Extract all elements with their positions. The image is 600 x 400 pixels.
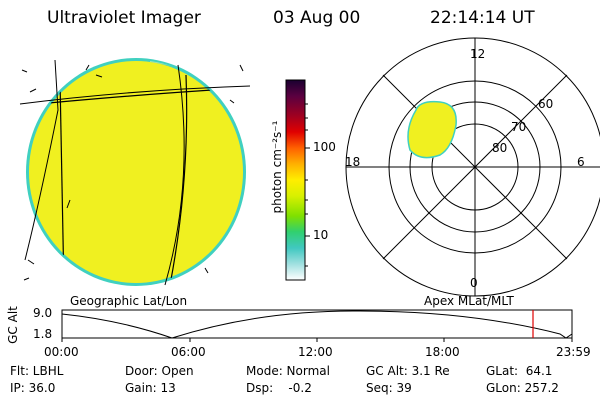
orbit-plot — [61, 309, 573, 342]
orbit-x-tick-2: 12:00 — [298, 345, 333, 359]
date-label: 03 Aug 00 — [273, 8, 361, 28]
polar-label-18: 18 — [345, 155, 361, 169]
orbit-x-tick-0: 00:00 — [44, 345, 79, 359]
time-label: 22:14:14 UT — [430, 8, 535, 28]
auroral-oval-patch — [407, 100, 457, 159]
polar-label-6: 6 — [577, 155, 585, 169]
instrument-title: Ultraviolet Imager — [47, 8, 201, 28]
orbit-x-tick-4: 23:59 — [556, 345, 591, 359]
info-door: Door: Open — [125, 364, 194, 378]
longitude-line-left — [24, 59, 59, 261]
info-glon: GLon: 257.2 — [486, 381, 559, 395]
altitude-curve — [61, 310, 573, 339]
info-glat: GLat: 64.1 — [486, 364, 553, 378]
info-seq: Seq: 39 — [366, 381, 412, 395]
orbit-x-tick-3: 18:00 — [425, 345, 460, 359]
polar-caption: Apex MLat/MLT — [424, 294, 514, 308]
polar-label-70: 70 — [511, 120, 527, 134]
info-ip: IP: 36.0 — [10, 381, 56, 395]
orbit-x-tick-1: 06:00 — [171, 345, 206, 359]
colorbar-unit-label: photon cm⁻²s⁻¹ — [270, 120, 284, 214]
info-dsp: Dsp: -0.2 — [246, 381, 312, 395]
polar-plot — [345, 37, 600, 297]
colorbar — [285, 79, 306, 281]
polar-diag-2 — [382, 74, 568, 260]
orbit-plot-frame — [61, 309, 573, 339]
polar-label-80: 80 — [492, 141, 508, 155]
polar-label-12: 12 — [470, 47, 486, 61]
info-gc-alt: GC Alt: 3.1 Re — [366, 364, 450, 378]
orbit-y-bottom: 1.8 — [33, 327, 53, 341]
orbit-ylabel: GC Alt — [5, 306, 20, 344]
colorbar-label-100: 100 — [313, 140, 336, 154]
globe-disk — [29, 61, 243, 283]
info-mode: Mode: Normal — [246, 364, 330, 378]
info-gain: Gain: 13 — [125, 381, 176, 395]
coastline-fragments — [21, 64, 244, 281]
info-filter: Flt: LBHL — [10, 364, 64, 378]
polar-label-0: 0 — [470, 276, 478, 290]
longitude-line-right — [164, 64, 185, 286]
colorbar-label-10: 10 — [313, 228, 329, 242]
globe-caption: Geographic Lat/Lon — [70, 294, 188, 308]
orbit-y-top: 9.0 — [33, 306, 53, 320]
polar-label-60: 60 — [538, 97, 554, 111]
latitude-line — [19, 85, 251, 105]
globe-image — [19, 58, 251, 286]
